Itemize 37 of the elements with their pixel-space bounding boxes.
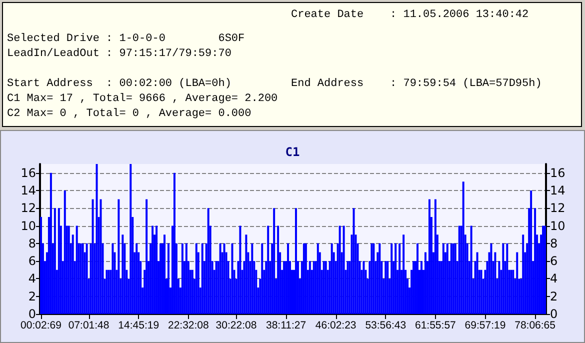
x-tick-label: 46:02:23: [315, 320, 356, 332]
text: C2 Max= 0 , Total= 0 , Average= 0.000: [7, 108, 252, 120]
y-tick-label: 8: [28, 236, 36, 250]
y2-tick-label: 14: [550, 183, 566, 198]
y-tick-label: 0: [28, 307, 36, 321]
x-tick-label: 30:22:08: [216, 320, 257, 332]
y2-tick-label: 6: [550, 254, 558, 268]
text: Start Address : 00:02:00 (LBA=0h): [7, 78, 232, 90]
x-tick-label: 69:57:19: [464, 320, 506, 332]
chart-title: C1: [285, 145, 300, 159]
x-tick-label: 14:45:19: [118, 320, 160, 332]
x-tick-label: 61:55:57: [415, 320, 456, 332]
x-tick-label: 07:01:48: [68, 320, 110, 332]
x-tick-label: 22:32:08: [168, 320, 210, 332]
y2-tick-label: 10: [550, 218, 566, 233]
y-tick-label: 6: [28, 254, 36, 268]
text: Selected Drive : 1-0-0-0 6S0F: [7, 33, 245, 45]
x-tick-label: 38:11:27: [266, 320, 306, 332]
y2-tick-label: 16: [550, 166, 566, 180]
text: Create Date : 11.05.2006 13:40:42: [291, 9, 529, 21]
y-tick-label: 10: [20, 218, 36, 233]
y2-tick-label: 2: [550, 289, 558, 304]
y-tick-label: 4: [28, 272, 36, 286]
y2-tick-label: 4: [550, 272, 558, 286]
x-tick-label: 00:02:69: [20, 320, 62, 332]
text: End Address : 79:59:54 (LBA=57D95h): [291, 78, 542, 90]
x-tick-label: 53:56:43: [365, 320, 406, 332]
text: C1 Max= 17 , Total= 9666 , Average= 2.200: [7, 93, 278, 105]
y2-tick-label: 12: [550, 201, 566, 216]
y-tick-label: 2: [28, 289, 36, 304]
text: LeadIn/LeadOut : 97:15:17/79:59:70: [7, 48, 232, 60]
y2-tick-label: 0: [550, 307, 558, 321]
y-tick-label: 14: [20, 183, 36, 198]
y-tick-label: 12: [20, 201, 36, 216]
y2-tick-label: 8: [550, 236, 558, 250]
x-tick-label: 78:06:65: [514, 320, 556, 332]
y-tick-label: 16: [20, 166, 36, 180]
